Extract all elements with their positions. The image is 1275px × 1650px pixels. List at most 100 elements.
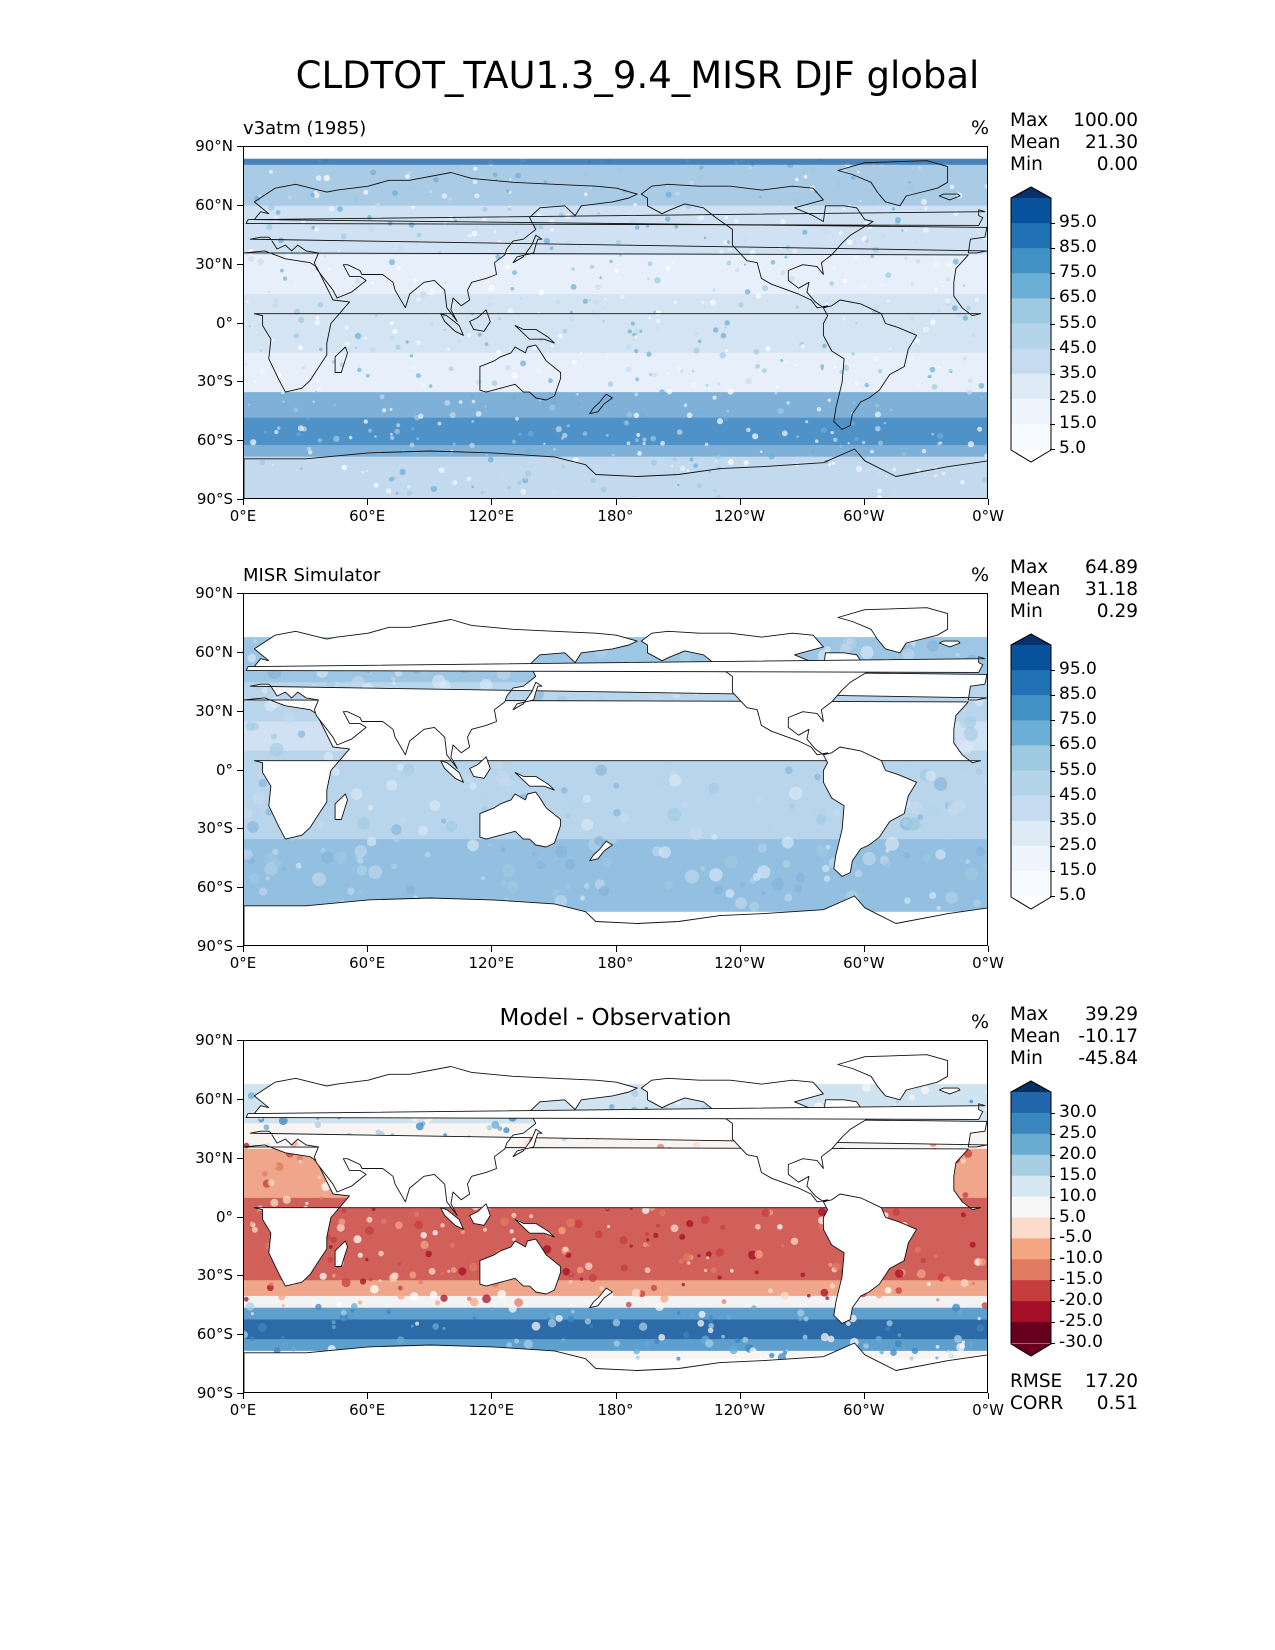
y-tick-label: 0°: [215, 1207, 233, 1226]
colorbar-label: 20.0: [1059, 1143, 1097, 1164]
coastline-samerica: [822, 746, 918, 877]
stat-label: Min: [1010, 1048, 1043, 1069]
y-tick-mark: [237, 1275, 243, 1277]
x-tick-mark: [615, 1393, 617, 1399]
colorbar-tick: [1050, 870, 1055, 872]
y-tick-mark: [237, 593, 243, 594]
coastline-borneo: [469, 756, 491, 779]
y-tick-label: 60°S: [196, 431, 233, 450]
colorbar-tick: [1050, 348, 1055, 350]
stats-block: Max 100.00 Mean 21.30 Min 0.00: [1010, 110, 1138, 176]
map-canvas: [244, 607, 987, 945]
coastline-japan: [512, 234, 543, 264]
stats-block: Max 64.89 Mean 31.18 Min 0.29: [1010, 557, 1138, 623]
map-plot: [243, 593, 988, 946]
error-stat-row: RMSE 17.20: [1010, 1371, 1138, 1393]
x-tick-label: 60°E: [349, 1401, 386, 1419]
x-tick-mark: [243, 946, 244, 952]
coastline-iceland: [938, 640, 961, 648]
x-tick-mark: [988, 946, 989, 952]
y-tick-label: 0°: [215, 760, 233, 779]
colorbar-tick: [1050, 820, 1055, 822]
x-tick-mark: [367, 1393, 369, 1399]
x-tick-label: 120°E: [468, 1401, 515, 1419]
coastline-japan: [512, 681, 543, 711]
coastline-namerica: [640, 630, 874, 756]
map-canvas: [244, 1054, 987, 1392]
colorbar-label: 85.0: [1059, 237, 1097, 258]
x-tick-mark: [367, 499, 369, 505]
x-tick-mark: [739, 499, 741, 505]
coastline-iceland: [938, 193, 961, 201]
x-tick-mark: [988, 499, 989, 505]
error-stats-block: RMSE 17.20 CORR 0.51: [1010, 1371, 1138, 1415]
y-tick-label: 60°S: [196, 1325, 233, 1344]
x-tick-label: 180°: [597, 507, 634, 525]
colorbar-tick: [1050, 745, 1055, 747]
x-tick-mark: [615, 946, 617, 952]
y-tick-label: 30°S: [196, 1266, 233, 1285]
colorbar-label: 10.0: [1059, 1185, 1097, 1206]
x-tick-mark: [243, 499, 244, 505]
coastline-nz: [589, 393, 613, 415]
coastline-newguinea: [514, 1219, 555, 1238]
coastline-samerica: [822, 1193, 918, 1324]
stat-label: Mean: [1010, 1026, 1061, 1047]
stat-label: Max: [1010, 110, 1049, 131]
colorbar-label: -10.0: [1059, 1248, 1103, 1269]
stats-block: Max 39.29 Mean -10.17 Min -45.84: [1010, 1004, 1138, 1070]
coastline-sumatra: [440, 1207, 464, 1230]
stat-row: Max 64.89: [1010, 557, 1138, 579]
x-tick-label: 180°: [597, 1401, 634, 1419]
stat-value: 39.29: [1085, 1004, 1138, 1025]
coastline-australia: [479, 1238, 562, 1295]
stat-row: Min -45.84: [1010, 1048, 1138, 1070]
coastline-uk: [245, 656, 986, 673]
coastline-newguinea: [514, 772, 555, 791]
figure-title: CLDTOT_TAU1.3_9.4_MISR DJF global: [295, 54, 980, 97]
x-tick-label: 60°E: [349, 954, 386, 972]
y-tick-label: 60°S: [196, 878, 233, 897]
colorbar-tick: [1050, 896, 1055, 897]
colorbar-tick: [1050, 1301, 1055, 1303]
map-plot: [243, 1040, 988, 1393]
stat-value: -45.84: [1078, 1048, 1138, 1069]
x-tick-mark: [367, 946, 369, 952]
y-tick-label: 60°N: [195, 195, 233, 214]
stat-row: Min 0.00: [1010, 154, 1138, 176]
y-tick-mark: [237, 651, 243, 653]
colorbar-label: 15.0: [1059, 859, 1097, 880]
colorbar-label: 5.0: [1059, 885, 1087, 905]
y-tick-label: 90°S: [196, 1384, 233, 1402]
y-tick-mark: [237, 440, 243, 442]
y-tick-mark: [237, 1216, 243, 1218]
colorbar-label: 15.0: [1059, 1164, 1097, 1185]
y-tick-mark: [237, 1098, 243, 1100]
y-tick-mark: [237, 322, 243, 324]
stat-label: Mean: [1010, 579, 1061, 600]
colorbar-tick: [1050, 373, 1055, 375]
colorbar-tick: [1050, 1112, 1055, 1114]
x-tick-label: 0°E: [229, 507, 257, 525]
colorbar-tick: [1050, 273, 1055, 275]
coastline-uk: [245, 209, 986, 226]
colorbar-tick: [1050, 248, 1055, 250]
colorbar-tick: [1050, 1322, 1055, 1324]
y-tick-label: 90°N: [195, 1031, 233, 1049]
stat-row: Min 0.29: [1010, 601, 1138, 623]
colorbar-label: 35.0: [1059, 809, 1097, 830]
coastline-australia: [479, 344, 562, 401]
stat-row: Mean 21.30: [1010, 132, 1138, 154]
y-tick-mark: [237, 1334, 243, 1336]
colorbar-label: 45.0: [1059, 337, 1097, 358]
unit-label: %: [971, 1011, 990, 1033]
colorbar-tick: [1050, 298, 1055, 300]
colorbar-label: -25.0: [1059, 1311, 1103, 1332]
stat-value: 0.29: [1096, 601, 1138, 622]
colorbar: [1010, 1080, 1052, 1357]
panel-title: MISR Simulator: [243, 565, 381, 586]
coastline-borneo: [469, 1203, 491, 1226]
colorbar-label: 75.0: [1059, 709, 1097, 730]
y-tick-mark: [237, 887, 243, 889]
coastline-eurasia: [249, 172, 987, 322]
